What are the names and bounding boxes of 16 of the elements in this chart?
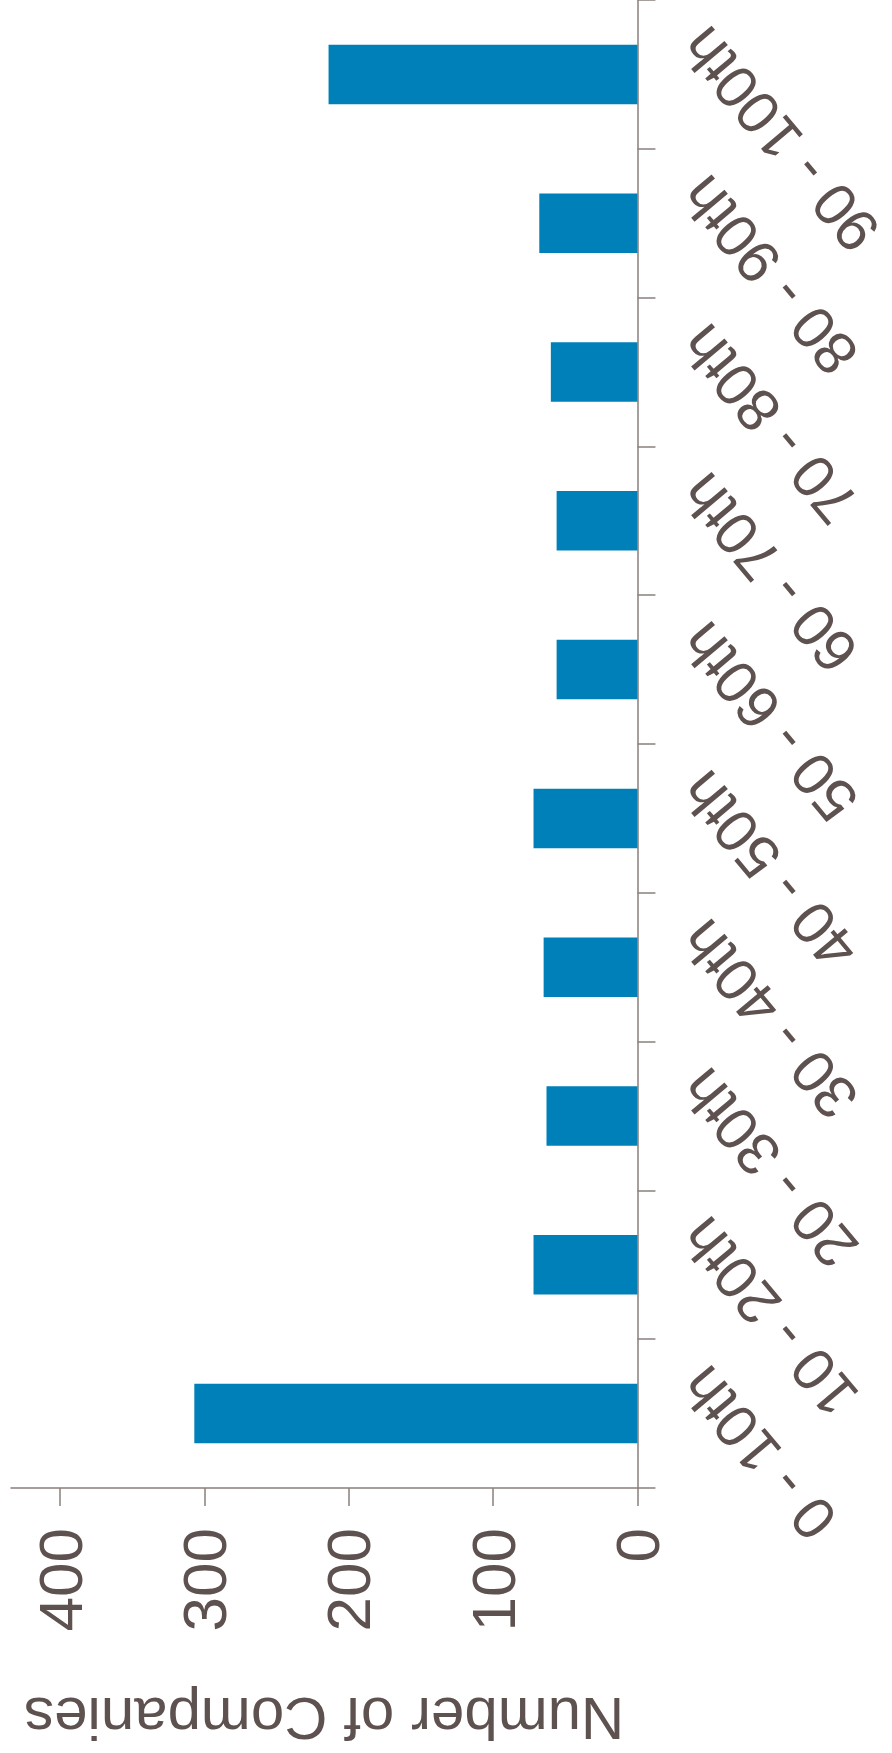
bar (533, 788, 638, 849)
x-tick-label: 0 (602, 1528, 672, 1563)
x-tick-label: 400 (25, 1528, 95, 1632)
bar (543, 937, 638, 997)
bar (539, 193, 638, 253)
x-axis-title: Number of Companies (24, 1684, 625, 1752)
x-tick-label: 100 (458, 1528, 528, 1632)
bar (550, 342, 638, 402)
bar (556, 639, 638, 700)
x-tick-label: 300 (169, 1528, 239, 1632)
x-tick-label: 200 (314, 1528, 384, 1632)
bar (556, 491, 638, 551)
bar (533, 1235, 638, 1295)
bar (546, 1086, 638, 1146)
bar (194, 1383, 638, 1444)
bar (328, 44, 638, 105)
